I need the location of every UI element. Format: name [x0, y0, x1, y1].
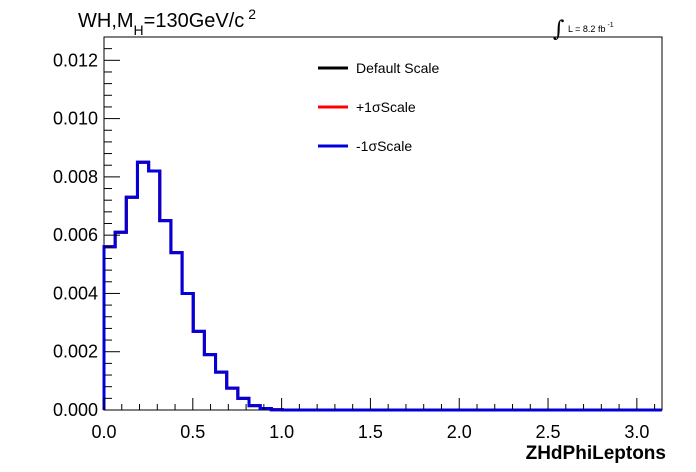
y-tick-label: 0.006 [53, 225, 98, 245]
luminosity-annotation: L = 8.2 fb -1 [568, 22, 614, 34]
x-tick-label: 2.0 [447, 422, 472, 442]
series-line-2 [102, 160, 662, 412]
x-tick-label: 1.5 [358, 422, 383, 442]
title-superscript: 2 [248, 6, 256, 22]
legend-entry: Default Scale [356, 60, 439, 76]
y-tick-label: 0.000 [53, 400, 98, 420]
y-tick-label: 0.002 [53, 342, 98, 362]
x-tick-label: 1.0 [269, 422, 294, 442]
y-tick-label: 0.004 [53, 283, 98, 303]
legend: Default Scale +1σScale -1σScale [318, 60, 439, 154]
y-tick-label: 0.012 [53, 50, 98, 70]
axes-layer: 0.000 0.002 0.004 0.006 0.008 0.010 0.012 0.0 0.… [53, 36, 656, 442]
series-layer [102, 160, 662, 412]
x-tick-label: 0.0 [91, 422, 116, 442]
x-tick-label: 2.5 [536, 422, 561, 442]
x-axis-label: ZHdPhiLeptons [526, 443, 666, 464]
x-tick-label: 3.0 [624, 422, 649, 442]
luminosity-text: L = 8.2 fb [568, 24, 605, 34]
legend-entry: +1σScale [356, 99, 416, 115]
luminosity-superscript: -1 [607, 22, 613, 29]
y-tick-label: 0.008 [53, 167, 98, 187]
title-rest: =130GeV/c [144, 10, 245, 32]
legend-entry: -1σScale [356, 138, 412, 154]
integral-symbol: ∫ [553, 17, 565, 42]
x-tick-label: 0.5 [180, 422, 205, 442]
chart-title: WH,MH=130GeV/c 2 [78, 6, 256, 38]
title-subscript: H [134, 22, 144, 38]
y-tick-label: 0.010 [53, 109, 98, 129]
title-main: WH,M [78, 10, 134, 32]
